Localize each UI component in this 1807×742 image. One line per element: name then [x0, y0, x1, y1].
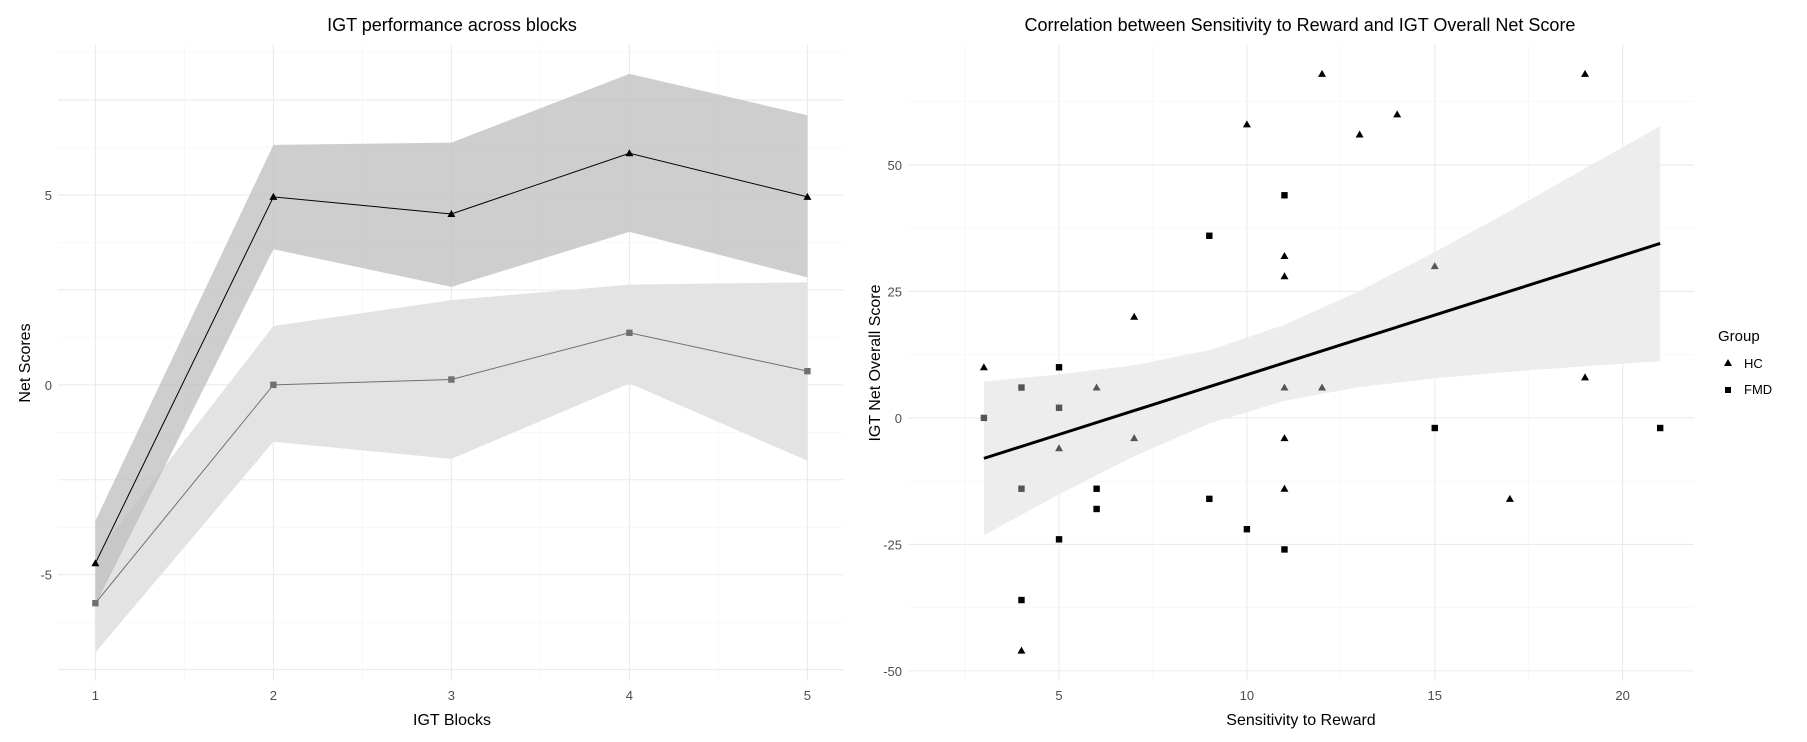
x-tick-label: 1: [92, 688, 99, 703]
legend: Group HC FMD: [1718, 328, 1772, 397]
panel2-title: Correlation between Sensitivity to Rewar…: [1025, 15, 1576, 35]
data-point-fmd: [1018, 485, 1025, 492]
legend-title: Group: [1718, 328, 1760, 345]
data-point-hc: [1017, 646, 1026, 654]
panel2-ylabel: IGT Net Overall Score: [867, 284, 884, 441]
data-point-fmd: [626, 329, 633, 337]
data-point-hc: [1581, 69, 1590, 77]
panel2-xlabel: Sensitivity to Reward: [1226, 712, 1375, 729]
data-point-fmd: [1093, 505, 1100, 513]
data-point-fmd: [448, 376, 455, 383]
data-point-fmd: [1018, 596, 1025, 604]
x-tick-label: 10: [1240, 688, 1254, 703]
data-point-hc: [1130, 312, 1139, 320]
data-point-hc: [91, 559, 100, 567]
ci-band-fmd: [95, 282, 808, 653]
data-point-hc: [269, 192, 278, 200]
data-point-hc: [1280, 434, 1289, 442]
data-point-hc: [1242, 120, 1251, 128]
data-point-fmd: [1206, 495, 1213, 503]
data-point-hc: [1055, 444, 1064, 452]
data-point-hc: [1505, 494, 1514, 502]
y-tick-label: -50: [883, 664, 902, 679]
data-point-fmd: [1243, 526, 1251, 533]
data-point-fmd: [1656, 424, 1664, 432]
data-point-fmd: [1018, 384, 1025, 391]
legend-label-hc: HC: [1744, 356, 1763, 371]
data-point-hc: [1280, 272, 1289, 280]
data-point-fmd: [1281, 192, 1288, 199]
x-tick-label: 3: [448, 688, 455, 703]
data-point-fmd: [1055, 404, 1063, 411]
data-point-fmd: [1281, 546, 1288, 553]
data-point-fmd: [1093, 485, 1100, 492]
panel1-xlabel: IGT Blocks: [413, 712, 491, 729]
data-point-hc: [1280, 383, 1289, 391]
data-point-hc: [1318, 69, 1327, 77]
data-point-fmd: [804, 367, 811, 375]
legend-label-fmd: FMD: [1744, 382, 1772, 397]
y-tick-label: 0: [45, 378, 52, 393]
y-tick-label: 50: [888, 158, 902, 173]
data-point-hc: [1092, 383, 1101, 391]
data-point-hc: [1318, 383, 1327, 391]
x-tick-label: 4: [626, 688, 633, 703]
data-point-hc: [1130, 434, 1139, 442]
data-point-fmd: [1055, 536, 1063, 543]
x-tick-label: 20: [1615, 688, 1629, 703]
data-point-fmd: [92, 599, 99, 607]
data-point-hc: [803, 192, 812, 200]
x-tick-label: 5: [804, 688, 811, 703]
correlation-panel: Correlation between Sensitivity to Rewar…: [867, 15, 1694, 729]
y-tick-label: 25: [888, 284, 902, 299]
x-tick-label: 15: [1428, 688, 1442, 703]
data-point-hc: [1280, 484, 1289, 492]
x-tick-label: 5: [1055, 688, 1062, 703]
data-point-hc: [1355, 130, 1364, 138]
legend-square-icon: [1725, 387, 1731, 393]
ci-band-hc: [95, 73, 808, 606]
data-point-fmd: [980, 414, 988, 422]
igt-blocks-panel: IGT performance across blocks IGT Blocks…: [17, 15, 843, 729]
data-point-fmd: [1431, 424, 1438, 432]
regression-line: [983, 242, 1661, 460]
data-point-hc: [1430, 262, 1439, 270]
data-point-hc: [979, 363, 988, 371]
data-point-fmd: [1055, 364, 1063, 371]
legend-triangle-icon: [1724, 359, 1732, 366]
panel1-title: IGT performance across blocks: [327, 15, 577, 35]
y-tick-label: 0: [895, 411, 902, 426]
y-tick-label: 5: [45, 188, 52, 203]
x-tick-label: 2: [270, 688, 277, 703]
data-point-hc: [625, 149, 634, 157]
data-point-hc: [1581, 373, 1590, 381]
data-point-hc: [1280, 251, 1289, 259]
data-point-fmd: [270, 381, 277, 389]
y-tick-label: -5: [40, 568, 52, 583]
data-point-hc: [1393, 110, 1402, 118]
panel1-ylabel: Net Scores: [17, 323, 34, 402]
data-point-hc: [447, 209, 456, 217]
data-point-fmd: [1206, 232, 1213, 239]
y-tick-label: -25: [883, 537, 902, 552]
regression-ci-band: [983, 125, 1661, 536]
